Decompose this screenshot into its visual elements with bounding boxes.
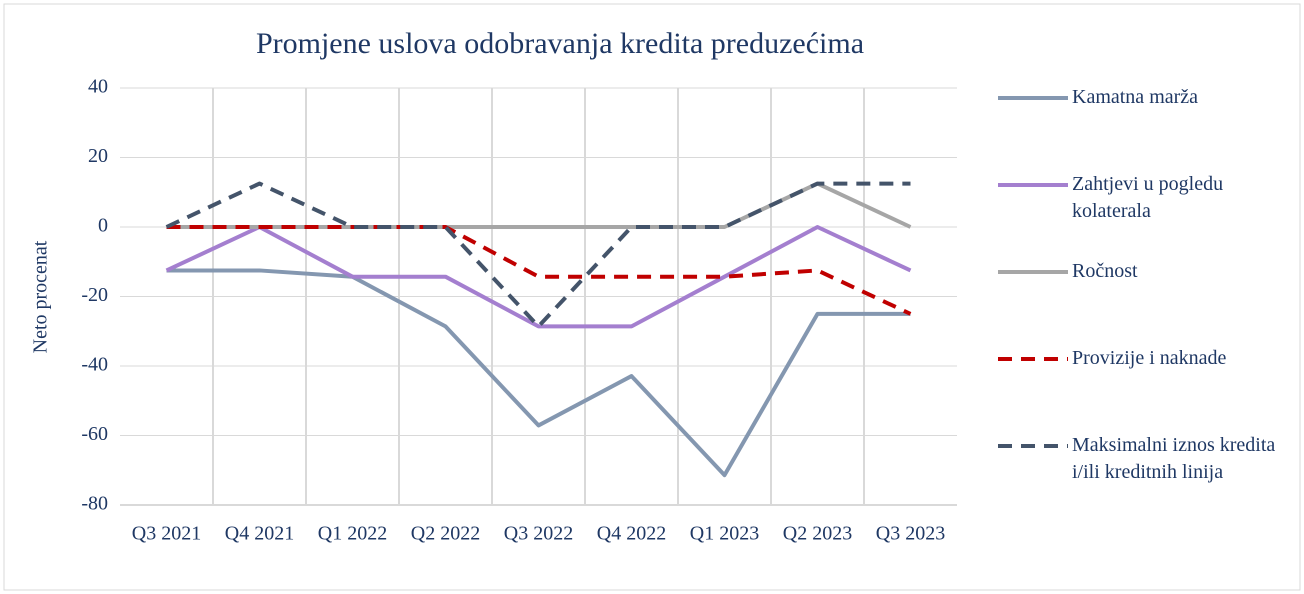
x-tick-label: Q2 2023 [783, 523, 852, 545]
y-axis-label: Neto procenat [30, 240, 52, 353]
legend-label: Ročnost [1072, 260, 1138, 282]
x-tick-label: Q1 2023 [690, 523, 759, 545]
chart-title: Promjene uslova odobravanja kredita pred… [256, 27, 864, 60]
series-line [166, 225, 912, 316]
x-tick-label: Q3 2023 [876, 523, 945, 545]
x-tick-label: Q3 2022 [504, 523, 573, 545]
series-line [166, 268, 911, 478]
x-tick-label: Q2 2022 [411, 523, 480, 545]
legend-label: Provizije i naknade [1072, 347, 1227, 369]
y-tick-label: 0 [98, 215, 108, 237]
x-tick-label: Q4 2021 [225, 523, 294, 545]
legend-label: Zahtjevi u pogledu kolaterala [1072, 173, 1224, 222]
y-tick-label: 20 [88, 145, 108, 167]
x-tick-label: Q1 2022 [318, 523, 387, 545]
y-tick-label: -60 [81, 423, 108, 445]
x-tick-label: Q4 2022 [597, 523, 666, 545]
x-tick-label: Q3 2021 [132, 523, 201, 545]
legend-label: Maksimalni iznos kredita i/ili kreditnih… [1072, 434, 1276, 483]
y-tick-label: -40 [81, 354, 108, 376]
legend-label: Kamatna marža [1072, 86, 1199, 108]
y-tick-label: 40 [88, 76, 108, 98]
y-tick-label: -80 [81, 493, 108, 515]
series-line [165, 225, 912, 329]
y-tick-label: -20 [81, 284, 108, 306]
